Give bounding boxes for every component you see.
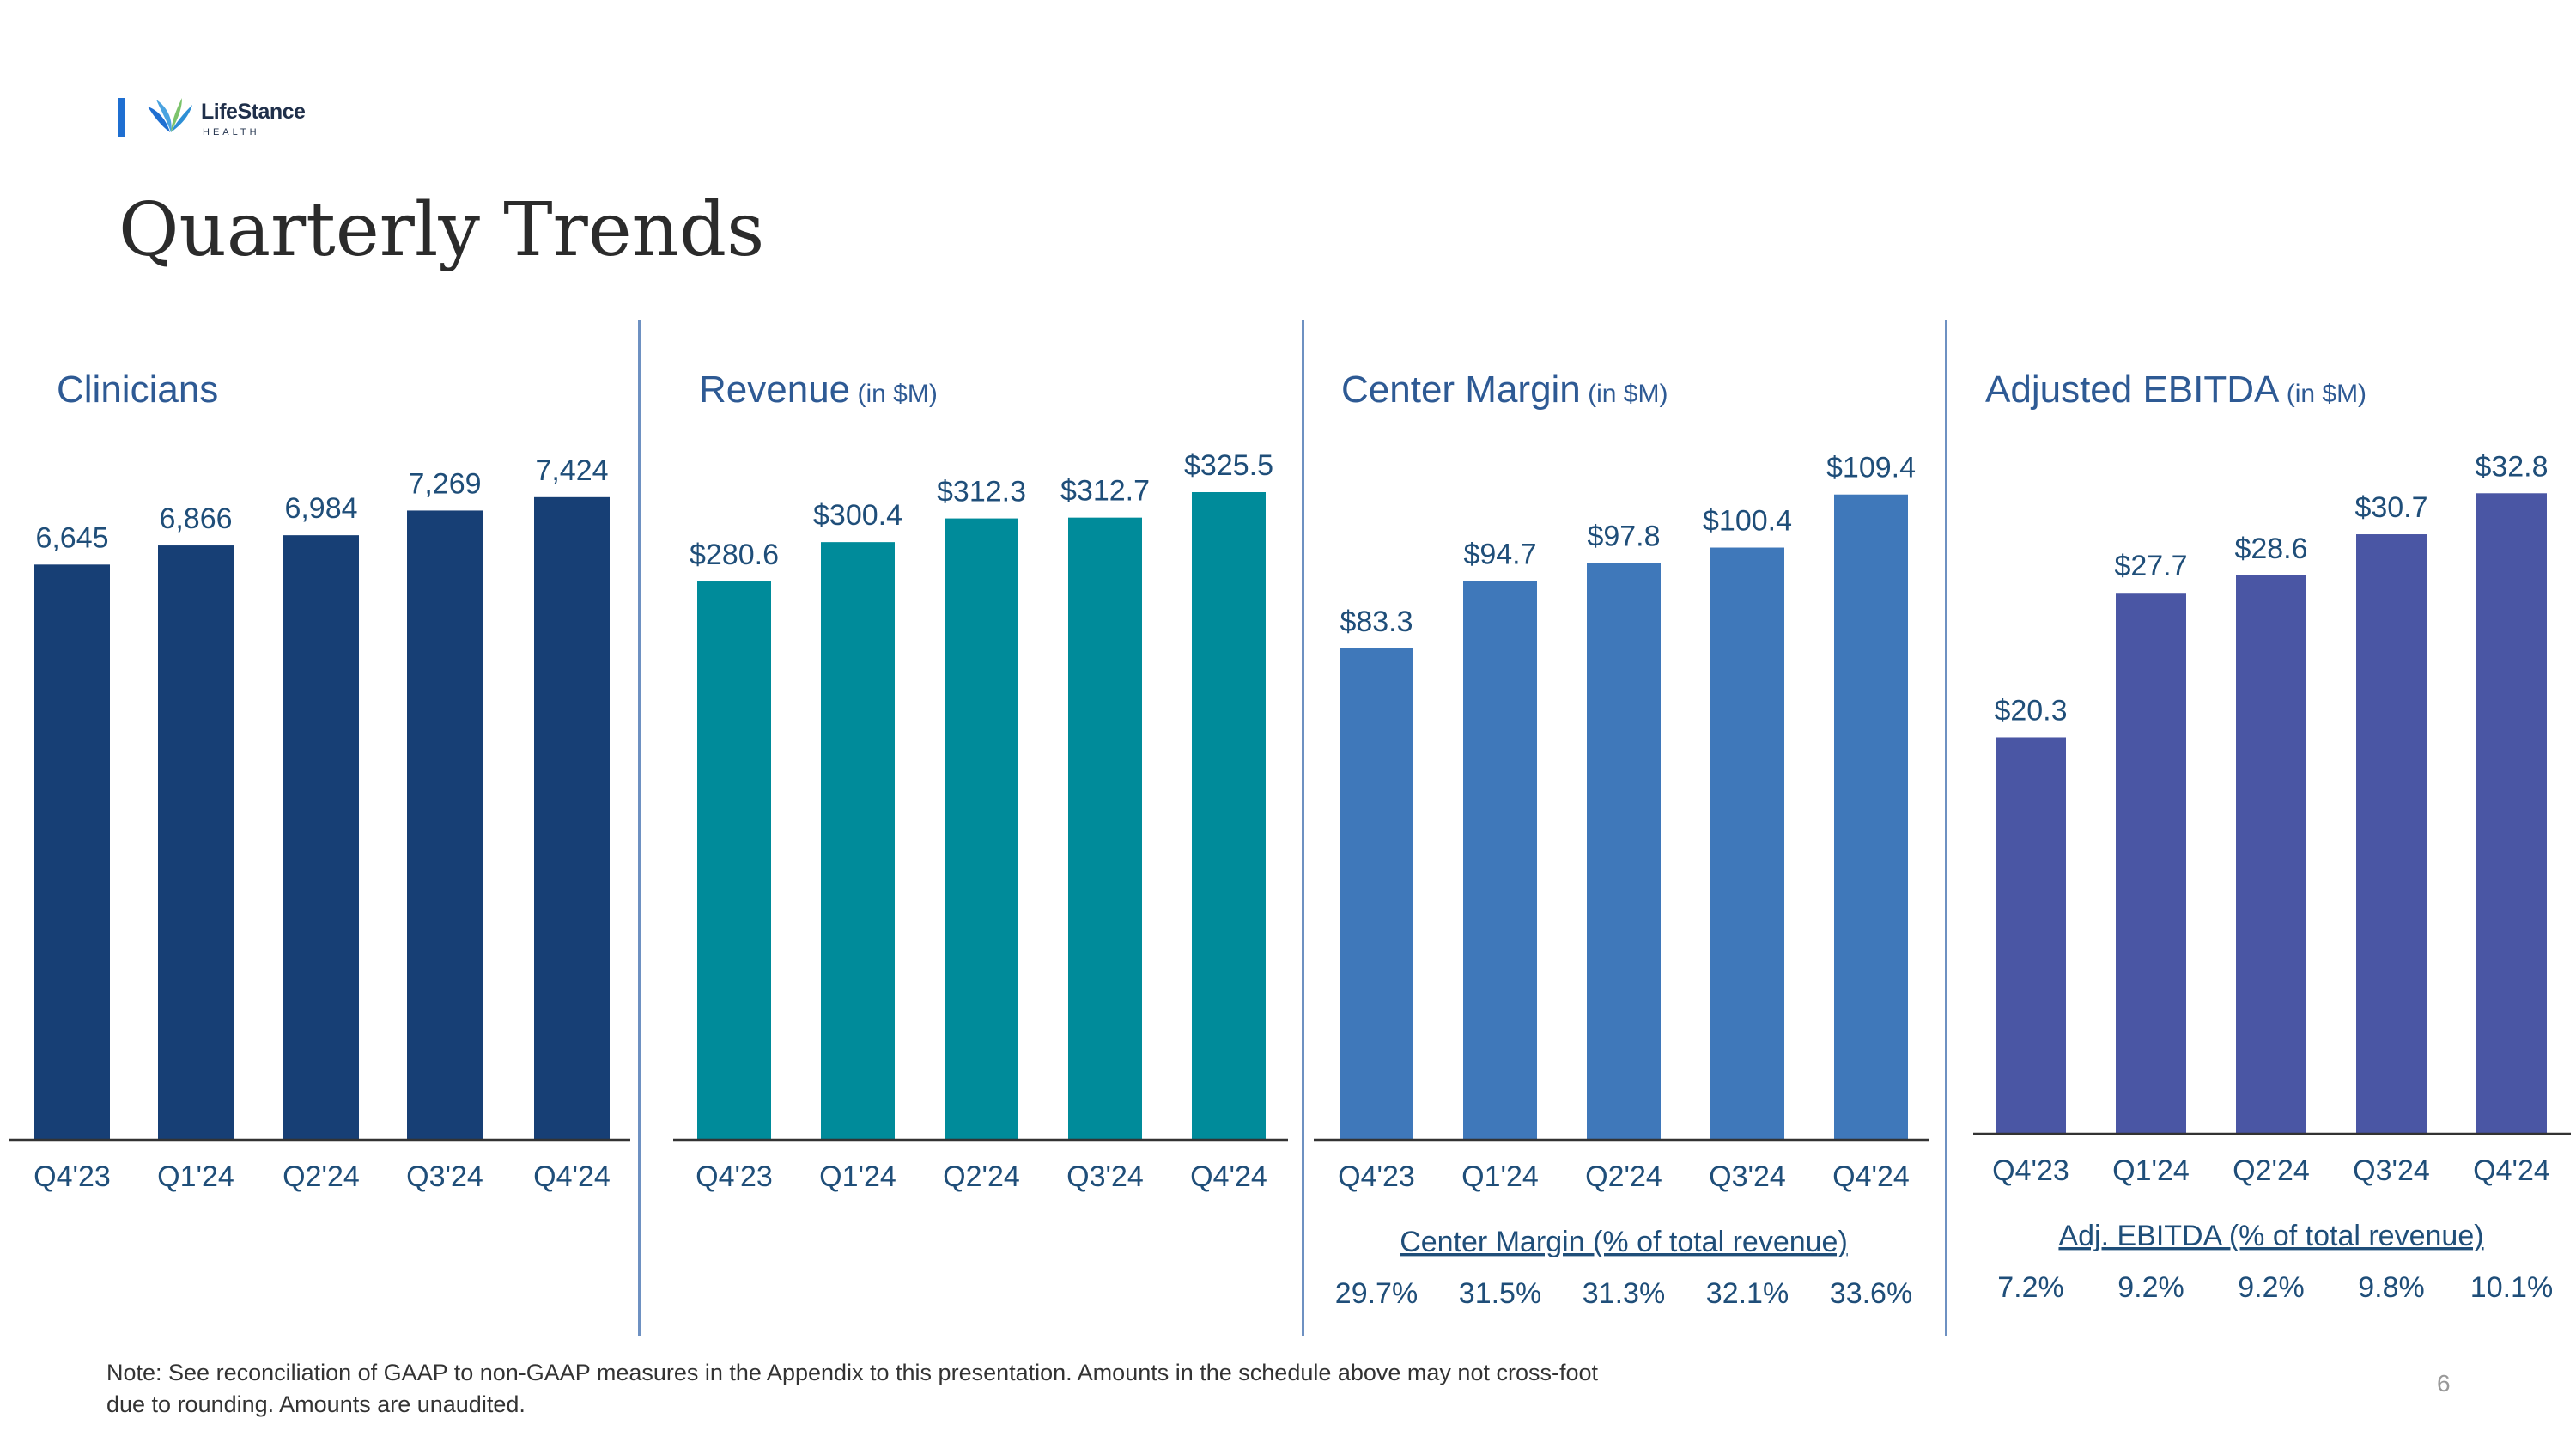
bar	[1192, 492, 1266, 1140]
category-label: Q2'24	[943, 1160, 1020, 1193]
category-label: Q3'24	[2353, 1154, 2430, 1187]
chart-title-text: Revenue	[699, 368, 850, 411]
panel-divider-2	[1302, 320, 1304, 1336]
logo-subtitle: HEALTH	[203, 127, 260, 137]
category-label: Q1'24	[819, 1160, 896, 1193]
logo-accent-bar	[118, 98, 125, 137]
sub-value-label: 31.3%	[1583, 1277, 1665, 1310]
bar	[534, 496, 610, 1140]
bar-value-label: $312.3	[937, 476, 1026, 508]
sub-title: Adj. EBITDA (% of total revenue)	[2058, 1220, 2483, 1252]
page-title: Quarterly Trends	[118, 187, 765, 273]
bar	[407, 510, 483, 1140]
category-label: Q4'24	[1832, 1160, 1910, 1193]
bar	[1587, 563, 1661, 1140]
bar	[2236, 575, 2306, 1134]
sub-value-label: 31.5%	[1459, 1277, 1541, 1310]
logo-name: LifeStance	[201, 100, 306, 124]
sub-title: Center Margin (% of total revenue)	[1400, 1226, 1848, 1258]
chart-title-unit: (in $M)	[1581, 380, 1668, 408]
category-label: Q2'24	[283, 1160, 360, 1193]
bar	[1710, 547, 1784, 1140]
bar	[1996, 737, 2066, 1134]
sub-value-label: 9.8%	[2358, 1271, 2425, 1304]
chart-title: Clinicians	[57, 368, 218, 411]
bar	[1463, 581, 1537, 1140]
bar	[2356, 534, 2427, 1134]
bar	[945, 518, 1018, 1140]
page-number: 6	[2437, 1370, 2451, 1397]
bar	[2116, 593, 2186, 1134]
bar	[34, 564, 110, 1140]
category-label: Q4'23	[1338, 1160, 1415, 1193]
bar-value-label: $100.4	[1703, 505, 1792, 538]
chart-title: Center Margin (in $M)	[1341, 368, 1668, 411]
category-label: Q1'24	[2112, 1154, 2190, 1187]
category-label: Q4'24	[533, 1160, 611, 1193]
footnote-line-1: Note: See reconciliation of GAAP to non-…	[106, 1360, 1599, 1385]
bar-value-label: $94.7	[1463, 539, 1536, 571]
bar-value-label: $109.4	[1826, 452, 1916, 484]
category-label: Q4'24	[2473, 1154, 2550, 1187]
bar-value-label: $312.7	[1060, 475, 1150, 508]
bar	[2476, 493, 2547, 1134]
bar-value-label: 6,984	[284, 492, 357, 525]
bar	[283, 535, 359, 1140]
bar-value-label: $30.7	[2354, 491, 2427, 524]
sub-value-label: 9.2%	[2238, 1271, 2305, 1304]
category-label: Q2'24	[2233, 1154, 2310, 1187]
bar-value-label: 6,645	[35, 521, 108, 554]
sub-value-label: 9.2%	[2117, 1271, 2184, 1304]
sub-value-label: 32.1%	[1706, 1277, 1789, 1310]
chart-title: Revenue (in $M)	[699, 368, 938, 411]
bar	[1340, 648, 1413, 1140]
bar-value-label: $32.8	[2475, 450, 2548, 483]
lifestance-logo-icon	[148, 98, 192, 132]
category-label: Q4'24	[1190, 1160, 1267, 1193]
bar-value-label: 6,866	[159, 502, 232, 535]
bar-value-label: $280.6	[690, 539, 779, 571]
category-label: Q3'24	[1709, 1160, 1786, 1193]
category-label: Q3'24	[406, 1160, 483, 1193]
chart-title-text: Clinicians	[57, 368, 218, 411]
sub-value-label: 33.6%	[1830, 1277, 1912, 1310]
chart-title-text: Adjusted EBITDA	[1985, 368, 2280, 411]
bar-value-label: $27.7	[2114, 550, 2187, 582]
footnote-line-2: due to rounding. Amounts are unaudited.	[106, 1391, 526, 1417]
category-label: Q2'24	[1585, 1160, 1662, 1193]
bar-value-label: $20.3	[1994, 694, 2067, 727]
bar	[697, 581, 771, 1140]
bar	[1068, 517, 1142, 1140]
bar-value-label: $97.8	[1587, 520, 1660, 552]
bar-value-label: $83.3	[1340, 606, 1413, 638]
sub-value-label: 10.1%	[2470, 1271, 2553, 1304]
category-label: Q3'24	[1066, 1160, 1144, 1193]
bar-value-label: $28.6	[2234, 533, 2307, 565]
panel-divider-3	[1945, 320, 1947, 1336]
footnote: Note: See reconciliation of GAAP to non-…	[106, 1357, 1738, 1421]
chart-title-unit: (in $M)	[2279, 380, 2366, 408]
bar-value-label: $300.4	[813, 499, 902, 532]
bar	[158, 545, 234, 1140]
bar-value-label: 7,424	[535, 454, 608, 487]
chart-title: Adjusted EBITDA (in $M)	[1985, 368, 2366, 411]
category-label: Q4'23	[696, 1160, 773, 1193]
category-label: Q4'23	[33, 1160, 111, 1193]
bar-value-label: $325.5	[1184, 449, 1273, 482]
sub-value-label: 7.2%	[1997, 1271, 2064, 1304]
category-label: Q1'24	[1461, 1160, 1539, 1193]
bar	[1834, 494, 1908, 1140]
category-label: Q4'23	[1992, 1154, 2069, 1187]
bar	[821, 542, 895, 1140]
chart-title-unit: (in $M)	[850, 380, 938, 408]
charts-area: Clinicians 6,645 Q4'23 6,866 Q1'24 6,984 Q2'24…	[9, 368, 2571, 1310]
chart-title-text: Center Margin	[1341, 368, 1581, 411]
category-label: Q1'24	[157, 1160, 234, 1193]
bar-value-label: 7,269	[408, 467, 481, 500]
sub-value-label: 29.7%	[1335, 1277, 1418, 1310]
panel-divider-1	[638, 320, 641, 1336]
